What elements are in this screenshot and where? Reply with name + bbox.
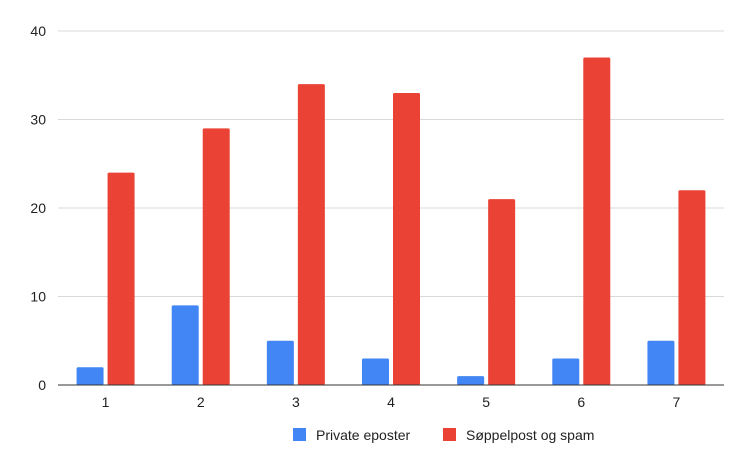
- y-axis-ticks: 0 10 20 30 40: [30, 23, 46, 393]
- x-tick-label: 2: [197, 394, 205, 410]
- legend-swatch-private-eposter: [293, 428, 306, 441]
- y-tick-label: 30: [30, 112, 46, 128]
- bars: [76, 57, 706, 386]
- legend-label-private-eposter: Private eposter: [316, 427, 410, 443]
- x-tick-label: 5: [482, 394, 490, 410]
- legend-label-soppelpost-og-spam: Søppelpost og spam: [466, 427, 594, 443]
- x-tick-label: 1: [102, 394, 110, 410]
- y-tick-label: 40: [30, 23, 46, 39]
- x-tick-label: 6: [577, 394, 585, 410]
- bar-private-eposter: [362, 358, 389, 385]
- bar-soppelpost-og-spam: [297, 84, 325, 385]
- grid-lines: [58, 30, 724, 297]
- y-tick-label: 0: [38, 377, 46, 393]
- bar-private-eposter: [171, 305, 199, 385]
- x-tick-label: 3: [292, 394, 300, 410]
- bar-soppelpost-og-spam: [202, 128, 230, 385]
- bar-private-eposter: [647, 340, 675, 385]
- x-tick-label: 4: [387, 394, 395, 410]
- legend: Private eposter Søppelpost og spam: [293, 427, 594, 443]
- x-axis-ticks: 1 2 3 4 5 6 7: [102, 394, 681, 410]
- bar-private-eposter: [76, 367, 104, 385]
- y-tick-label: 20: [30, 200, 46, 216]
- bar-soppelpost-og-spam: [107, 172, 135, 385]
- bar-private-eposter: [552, 358, 580, 385]
- legend-swatch-soppelpost-og-spam: [443, 428, 456, 441]
- x-tick-label: 7: [673, 394, 681, 410]
- bar-soppelpost-og-spam: [393, 92, 420, 385]
- y-tick-label: 10: [30, 289, 46, 305]
- bar-soppelpost-og-spam: [488, 199, 516, 385]
- bar-soppelpost-og-spam: [583, 57, 611, 386]
- bar-private-eposter: [457, 376, 485, 385]
- bar-soppelpost-og-spam: [678, 190, 706, 385]
- bar-private-eposter: [266, 340, 294, 385]
